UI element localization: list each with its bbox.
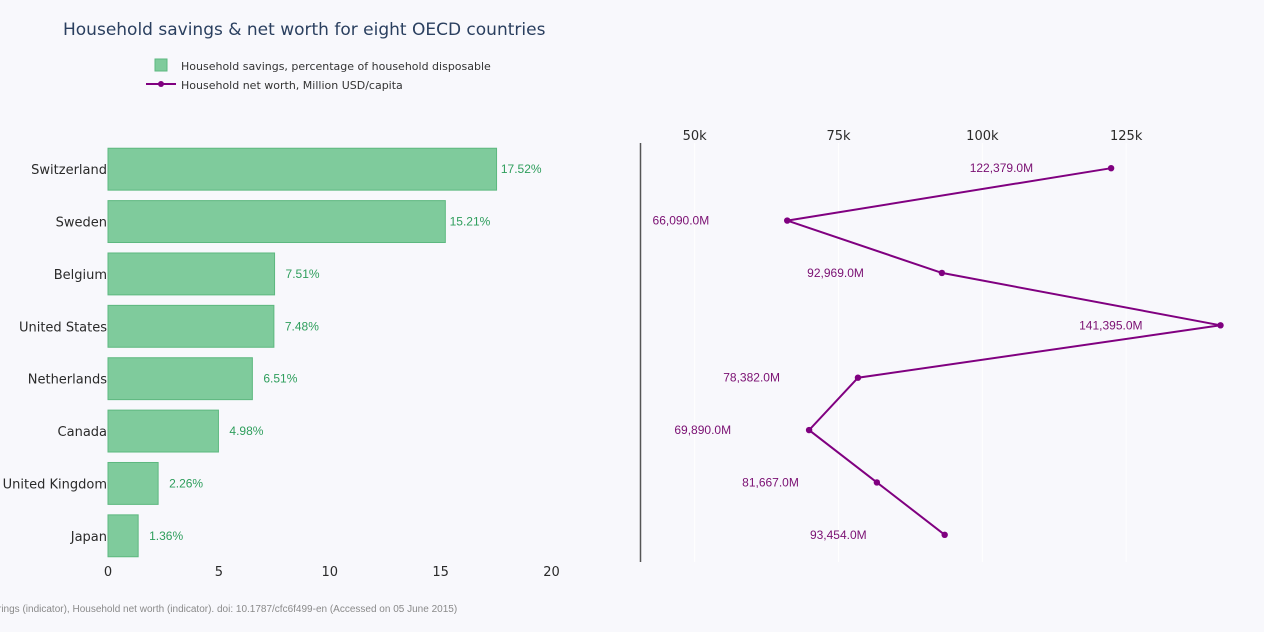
savings-bar-panel: Switzerland 17.52% Sweden 15.21% Belgium 7.51… <box>3 147 560 580</box>
bar <box>107 409 219 453</box>
x-tick-label-top: 100k <box>966 129 999 144</box>
bar <box>107 514 139 558</box>
category-label: Switzerland <box>31 163 107 178</box>
bar-data-label: 7.48% <box>285 319 319 333</box>
x-tick-label: 0 <box>104 565 112 580</box>
category-label: Belgium <box>54 268 107 283</box>
networth-line-panel: 50k 75k 100k 125k 122,379.0M 66,090.0M 92,969.… <box>653 129 1224 562</box>
legend-bar-label: Household savings, percentage of househo… <box>181 60 491 73</box>
line-point <box>873 479 881 486</box>
bar-data-label: 1.36% <box>149 529 183 543</box>
bar-data-label: 15.21% <box>450 215 491 229</box>
x-tick-label: 20 <box>543 565 560 580</box>
line-data-label: 122,379.0M <box>970 161 1033 175</box>
category-label: Canada <box>58 425 107 440</box>
line-data-label: 69,890.0M <box>674 423 731 437</box>
category-label: Japan <box>70 530 107 545</box>
x-tick-label: 15 <box>432 565 449 580</box>
x-tick-label-top: 125k <box>1110 129 1143 144</box>
bar <box>107 357 253 401</box>
bar-data-label: 6.51% <box>263 372 297 386</box>
line-point <box>784 217 791 224</box>
legend[interactable]: Household savings, percentage of househo… <box>146 58 491 92</box>
line-data-label: 141,395.0M <box>1079 318 1142 332</box>
x-tick-label-top: 75k <box>826 129 851 144</box>
bar-data-label: 17.52% <box>501 162 542 176</box>
category-label: Netherlands <box>28 373 107 388</box>
bar-data-label: 7.51% <box>286 267 320 281</box>
line-data-label: 93,454.0M <box>810 528 867 542</box>
line-point <box>1217 322 1224 329</box>
line-point <box>1107 164 1115 172</box>
line-data-label: 78,382.0M <box>723 371 780 385</box>
line-point <box>854 374 862 381</box>
bar <box>107 304 275 348</box>
category-label: United Kingdom <box>3 477 107 492</box>
legend-bar-swatch <box>154 58 168 72</box>
networth-line <box>786 167 1221 536</box>
x-tick-label: 10 <box>322 565 339 580</box>
line-data-label: 66,090.0M <box>653 214 710 228</box>
category-label: Sweden <box>56 216 107 231</box>
bar-data-label: 2.26% <box>169 476 203 490</box>
line-point <box>938 269 946 277</box>
source-note: rings (indicator), Household net worth (… <box>0 604 457 615</box>
x-tick-label: 5 <box>215 565 223 580</box>
bar <box>107 252 276 296</box>
line-point <box>805 426 813 434</box>
line-point <box>941 531 948 539</box>
category-label: United States <box>19 320 107 335</box>
line-data-label: 81,667.0M <box>742 475 799 489</box>
legend-line-label: Household net worth, Million USD/capita <box>181 79 403 92</box>
bar-data-label: 4.98% <box>229 424 263 438</box>
x-tick-label-top: 50k <box>683 129 708 144</box>
bar <box>107 147 498 191</box>
bar <box>107 461 159 505</box>
legend-line-marker <box>158 81 164 87</box>
line-data-label: 92,969.0M <box>807 266 864 280</box>
chart-title: Household savings & net worth for eight … <box>63 20 546 40</box>
bar <box>107 200 446 244</box>
